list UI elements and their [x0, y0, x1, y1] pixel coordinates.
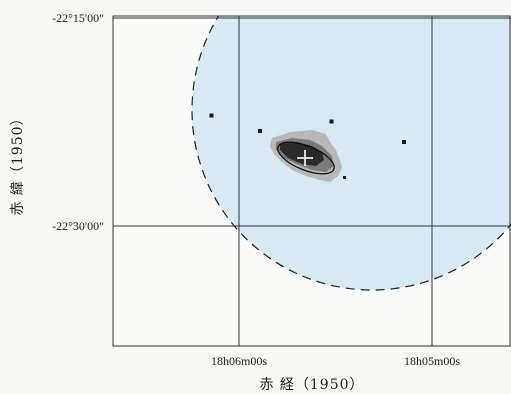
y-tick-label-1: -22°15'00"	[52, 11, 104, 25]
grid	[113, 16, 511, 346]
source-error-ellipse	[277, 141, 335, 175]
survey-field-region	[192, 16, 511, 290]
point-source	[209, 113, 214, 118]
x-axis-label: 赤 経（1950）	[259, 377, 364, 393]
extended-emission	[270, 130, 342, 182]
point-source	[329, 119, 334, 124]
point-source	[258, 129, 262, 133]
x-tick-label-1: 18h06m00s	[211, 354, 267, 368]
x-tick-label-2: 18h05m00s	[404, 354, 460, 368]
point-source	[343, 176, 346, 179]
source-position-marker	[297, 150, 313, 166]
y-tick-label-2: -22°30'00"	[52, 219, 104, 233]
plot-frame	[112, 15, 511, 347]
point-sources	[209, 113, 406, 179]
y-axis-label: 赤 緯（1950）	[10, 110, 26, 215]
point-source	[402, 140, 406, 144]
